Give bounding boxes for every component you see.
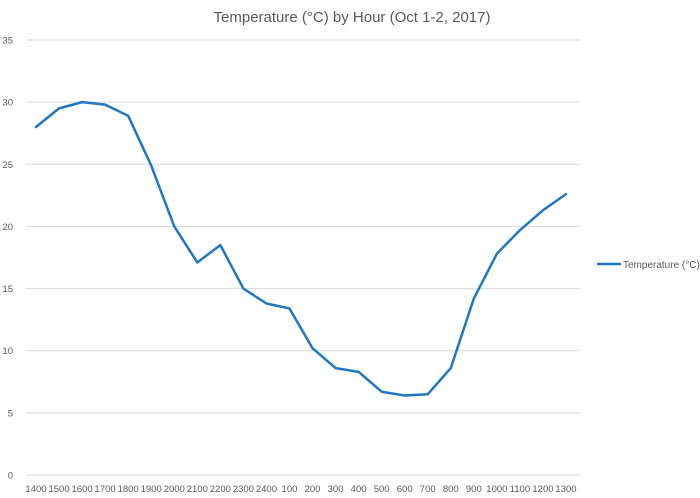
x-tick-label: 700 [420, 484, 436, 495]
y-tick-label: 25 [2, 160, 13, 171]
x-tick-label: 1600 [72, 484, 93, 495]
y-tick-label: 30 [2, 98, 13, 109]
x-tick-label: 500 [374, 484, 390, 495]
x-tick-label: 1200 [532, 484, 553, 495]
x-tick-label: 800 [443, 484, 459, 495]
x-tick-label: 2400 [256, 484, 277, 495]
y-tick-label: 10 [2, 346, 13, 357]
x-tick-label: 1900 [141, 484, 162, 495]
x-tick-label: 200 [305, 484, 321, 495]
legend-label-temperature: Temperature (°C) [623, 260, 700, 271]
x-tick-label: 2000 [164, 484, 185, 495]
x-tick-label: 2200 [210, 484, 231, 495]
x-tick-label: 1500 [48, 484, 69, 495]
chart-title: Temperature (°C) by Hour (Oct 1-2, 2017) [214, 9, 491, 26]
legend: Temperature (°C) [597, 260, 700, 271]
series-line-temperature [34, 100, 568, 397]
y-axis-ticks: 0 5 10 15 20 25 30 35 [2, 36, 13, 482]
x-tick-label: 300 [328, 484, 344, 495]
y-tick-label: 15 [2, 284, 13, 295]
x-tick-label: 2300 [233, 484, 254, 495]
x-tick-label: 400 [351, 484, 367, 495]
x-tick-label: 1300 [555, 484, 576, 495]
x-tick-label: 1100 [510, 484, 530, 495]
x-tick-label: 2100 [187, 484, 208, 495]
x-tick-label: 100 [282, 484, 298, 495]
x-tick-label: 1000 [486, 484, 507, 495]
y-tick-label: 20 [2, 222, 13, 233]
y-tick-label: 5 [8, 408, 13, 419]
y-tick-label: 35 [2, 36, 13, 47]
x-tick-label: 1700 [95, 484, 116, 495]
x-tick-label: 1400 [25, 484, 46, 495]
x-axis-ticks: 1400 1500 1600 1700 1800 1900 2000 2100 2200 2300… [25, 484, 576, 495]
x-tick-label: 900 [466, 484, 482, 495]
y-tick-label: 0 [8, 471, 13, 482]
gridlines [26, 39, 580, 476]
x-tick-label: 1800 [118, 484, 139, 495]
x-tick-label: 600 [397, 484, 413, 495]
series-layer [34, 100, 568, 397]
